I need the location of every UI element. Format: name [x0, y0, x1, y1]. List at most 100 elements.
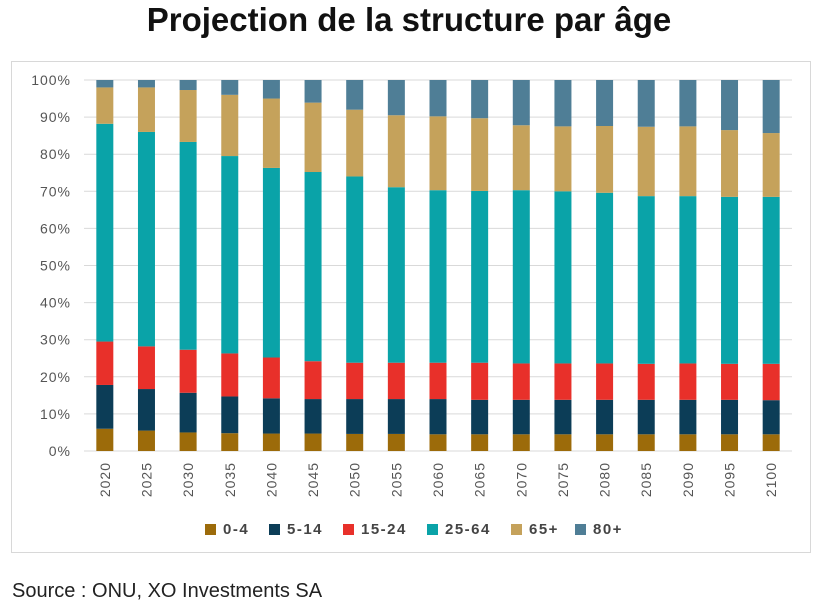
x-tick-label: 2065: [472, 462, 488, 497]
bar-segment-0-4: [679, 434, 697, 451]
x-tick-label: 2020: [97, 462, 113, 497]
y-tick-label: 60%: [40, 220, 71, 236]
bar-segment-0-4: [429, 434, 447, 451]
bar-segment-5-14: [596, 399, 614, 435]
bar-segment-65+: [512, 125, 530, 191]
y-tick-label: 30%: [40, 332, 71, 348]
y-tick-label: 80%: [40, 146, 71, 162]
bar-segment-25-64: [96, 123, 114, 342]
bar-segment-5-14: [762, 400, 780, 435]
bar-segment-80+: [637, 80, 655, 127]
bar-segment-0-4: [179, 432, 197, 451]
bar-segment-5-14: [554, 399, 572, 435]
bar-segment-15-24: [762, 363, 780, 401]
bar-segment-0-4: [96, 428, 114, 451]
bar-segment-65+: [387, 115, 405, 188]
bar-segment-80+: [596, 80, 614, 127]
y-tick-label: 20%: [40, 369, 71, 385]
legend-label: 0-4: [223, 521, 249, 538]
x-tick-label: 2075: [555, 462, 571, 497]
x-tick-label: 2025: [138, 462, 154, 497]
bar-segment-0-4: [304, 433, 322, 451]
legend-swatch-15-24: [343, 524, 354, 535]
bar-segment-25-64: [637, 196, 655, 364]
bar-segment-65+: [679, 126, 697, 197]
source-note: Source : ONU, XO Investments SA: [12, 580, 323, 602]
x-tick-label: 2100: [763, 462, 779, 497]
y-tick-label: 100%: [31, 72, 71, 88]
bar-segment-25-64: [137, 131, 155, 347]
bar-segment-15-24: [137, 346, 155, 390]
bar-segment-80+: [762, 80, 780, 134]
bar-segment-80+: [679, 80, 697, 127]
bar-segment-65+: [179, 90, 197, 142]
bar-segment-5-14: [137, 389, 155, 431]
bar-segment-25-64: [596, 192, 614, 364]
bar-segment-0-4: [262, 433, 280, 451]
bar-segment-15-24: [679, 363, 697, 400]
bar-segment-65+: [554, 126, 572, 192]
bar-segment-65+: [471, 118, 489, 191]
y-tick-label: 40%: [40, 295, 71, 311]
bar-segment-65+: [96, 87, 114, 124]
bar-segment-25-64: [512, 190, 530, 364]
bar-segment-5-14: [262, 398, 280, 434]
x-tick-label: 2040: [263, 462, 279, 497]
bar-segment-0-4: [346, 433, 364, 451]
bar-segment-80+: [554, 80, 572, 127]
bar-segment-5-14: [221, 396, 239, 434]
bar-segment-25-64: [554, 191, 572, 364]
legend-label: 25-64: [445, 521, 491, 538]
y-tick-label: 50%: [40, 258, 71, 274]
bar-segment-25-64: [221, 156, 239, 354]
bar-segment-25-64: [471, 190, 489, 363]
bar-segment-25-64: [346, 176, 364, 363]
bar-segment-25-64: [429, 190, 447, 363]
x-tick-label: 2070: [513, 462, 529, 497]
x-tick-label: 2080: [597, 462, 613, 497]
bar-segment-80+: [429, 80, 447, 117]
bar-segment-80+: [262, 80, 280, 99]
x-tick-label: 2060: [430, 462, 446, 497]
bar-segment-15-24: [721, 363, 739, 400]
x-tick-label: 2090: [680, 462, 696, 497]
y-tick-label: 90%: [40, 109, 71, 125]
bar-segment-5-14: [96, 384, 114, 429]
bar-segment-15-24: [304, 361, 322, 400]
bar-segment-25-64: [304, 172, 322, 362]
legend-label: 80+: [593, 521, 623, 538]
bar-segment-15-24: [387, 362, 405, 400]
bar-segment-80+: [221, 80, 239, 95]
bar-segment-0-4: [387, 433, 405, 451]
bar-segment-80+: [471, 80, 489, 119]
bar-segment-25-64: [387, 187, 405, 363]
x-tick-label: 2030: [180, 462, 196, 497]
bar-segment-5-14: [637, 399, 655, 435]
bar-segment-65+: [137, 87, 155, 132]
y-tick-label: 10%: [40, 406, 71, 422]
bar-segment-5-14: [721, 399, 739, 435]
y-tick-label: 0%: [49, 443, 71, 459]
x-tick-label: 2095: [722, 462, 738, 497]
bar-segment-5-14: [387, 399, 405, 434]
bar-segment-65+: [637, 126, 655, 197]
bar-segment-25-64: [679, 196, 697, 364]
bar-segment-0-4: [471, 434, 489, 451]
bar-segment-15-24: [346, 362, 364, 400]
bar-segment-25-64: [721, 196, 739, 364]
bar-segment-65+: [596, 126, 614, 193]
bar-segment-25-64: [179, 141, 197, 350]
chart-frame: [11, 61, 811, 553]
bar-segment-0-4: [596, 434, 614, 451]
bar-segment-0-4: [512, 434, 530, 451]
x-tick-label: 2055: [388, 462, 404, 497]
bar-segment-65+: [346, 109, 364, 177]
bar-segment-5-14: [179, 392, 197, 433]
bar-segment-65+: [304, 102, 322, 173]
bar-segment-0-4: [762, 434, 780, 451]
bar-segment-0-4: [637, 434, 655, 451]
bar-segment-80+: [96, 80, 114, 88]
legend-label: 15-24: [361, 521, 407, 538]
legend-swatch-80+: [575, 524, 586, 535]
